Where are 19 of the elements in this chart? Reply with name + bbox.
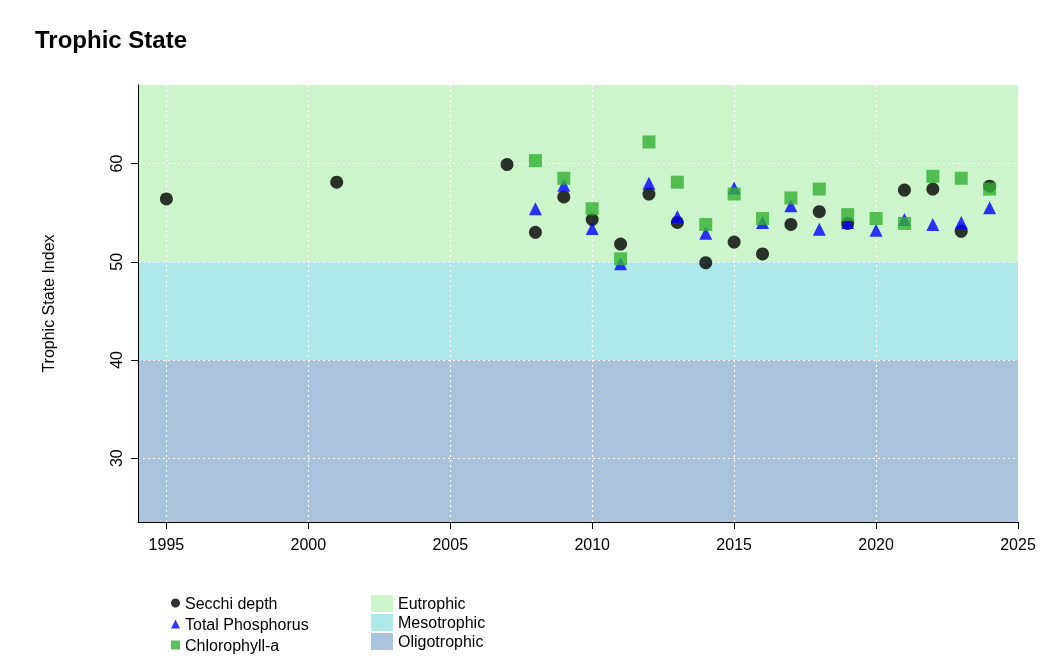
y-tick-label: 30 (107, 449, 125, 468)
chart-title: Trophic State (35, 25, 188, 53)
legend-label: Oligotrophic (398, 633, 484, 650)
x-tick-label: 2025 (1000, 535, 1036, 553)
y-tick-label: 50 (107, 252, 125, 271)
legend-label: Eutrophic (398, 595, 466, 612)
legend-label: Chlorophyll-a (185, 636, 280, 654)
legend-label: Secchi depth (185, 594, 278, 612)
y-tick-label: 40 (107, 350, 125, 369)
y-tick-label: 60 (107, 154, 125, 173)
x-tick-label: 2020 (858, 535, 894, 553)
x-tick-label: 2005 (432, 535, 469, 553)
x-tick-label: 1995 (148, 535, 185, 553)
legend-label: Total Phosphorus (185, 615, 309, 633)
x-tick-label: 2000 (290, 535, 327, 553)
x-tick-label: 2015 (716, 535, 753, 553)
legend-label: Mesotrophic (398, 614, 486, 631)
x-tick-label: 2010 (574, 535, 611, 553)
y-axis-title: Trophic State Index (39, 234, 57, 373)
